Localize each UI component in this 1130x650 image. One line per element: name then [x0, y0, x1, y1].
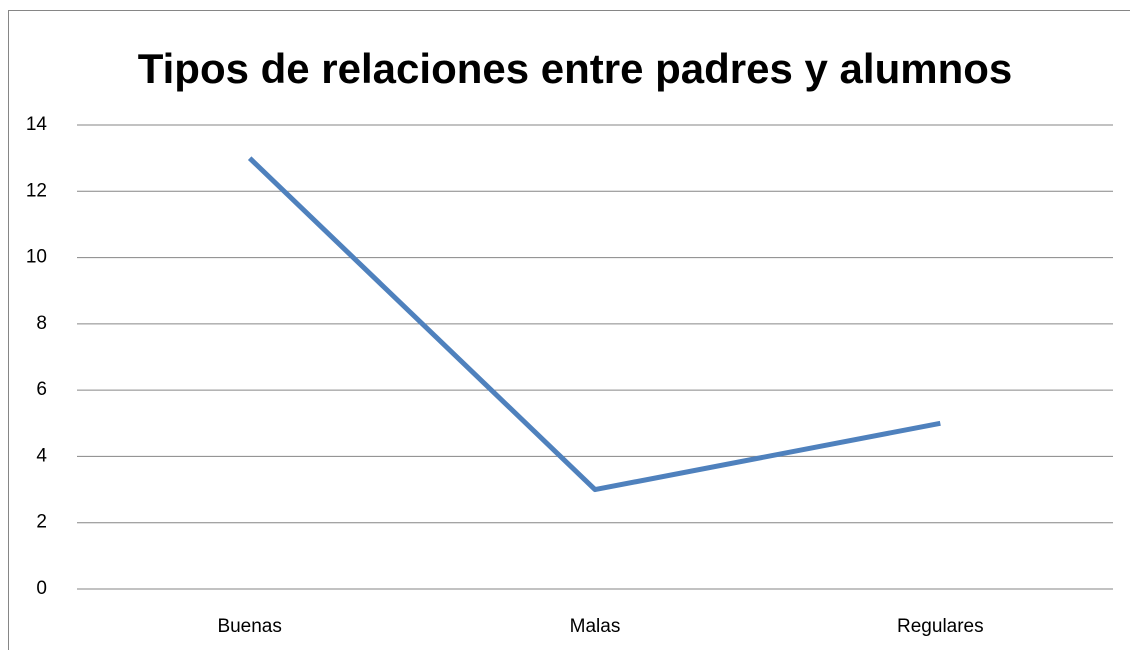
y-tick-label: 2 [36, 512, 47, 533]
x-tick-label: Regulares [897, 616, 984, 637]
chart-frame [8, 10, 1130, 650]
x-tick-label: Malas [570, 616, 621, 637]
chart-title: Tipos de relaciones entre padres y alumn… [138, 45, 1013, 92]
y-tick-label: 14 [26, 114, 48, 135]
x-tick-label: Buenas [217, 616, 281, 637]
y-tick-label: 12 [26, 180, 47, 201]
y-tick-label: 0 [36, 578, 47, 599]
line-series [247, 156, 941, 493]
y-tick-label: 10 [26, 247, 47, 268]
y-tick-label: 8 [36, 313, 47, 334]
y-tick-label: 4 [36, 445, 47, 466]
y-tick-label: 6 [36, 379, 47, 400]
